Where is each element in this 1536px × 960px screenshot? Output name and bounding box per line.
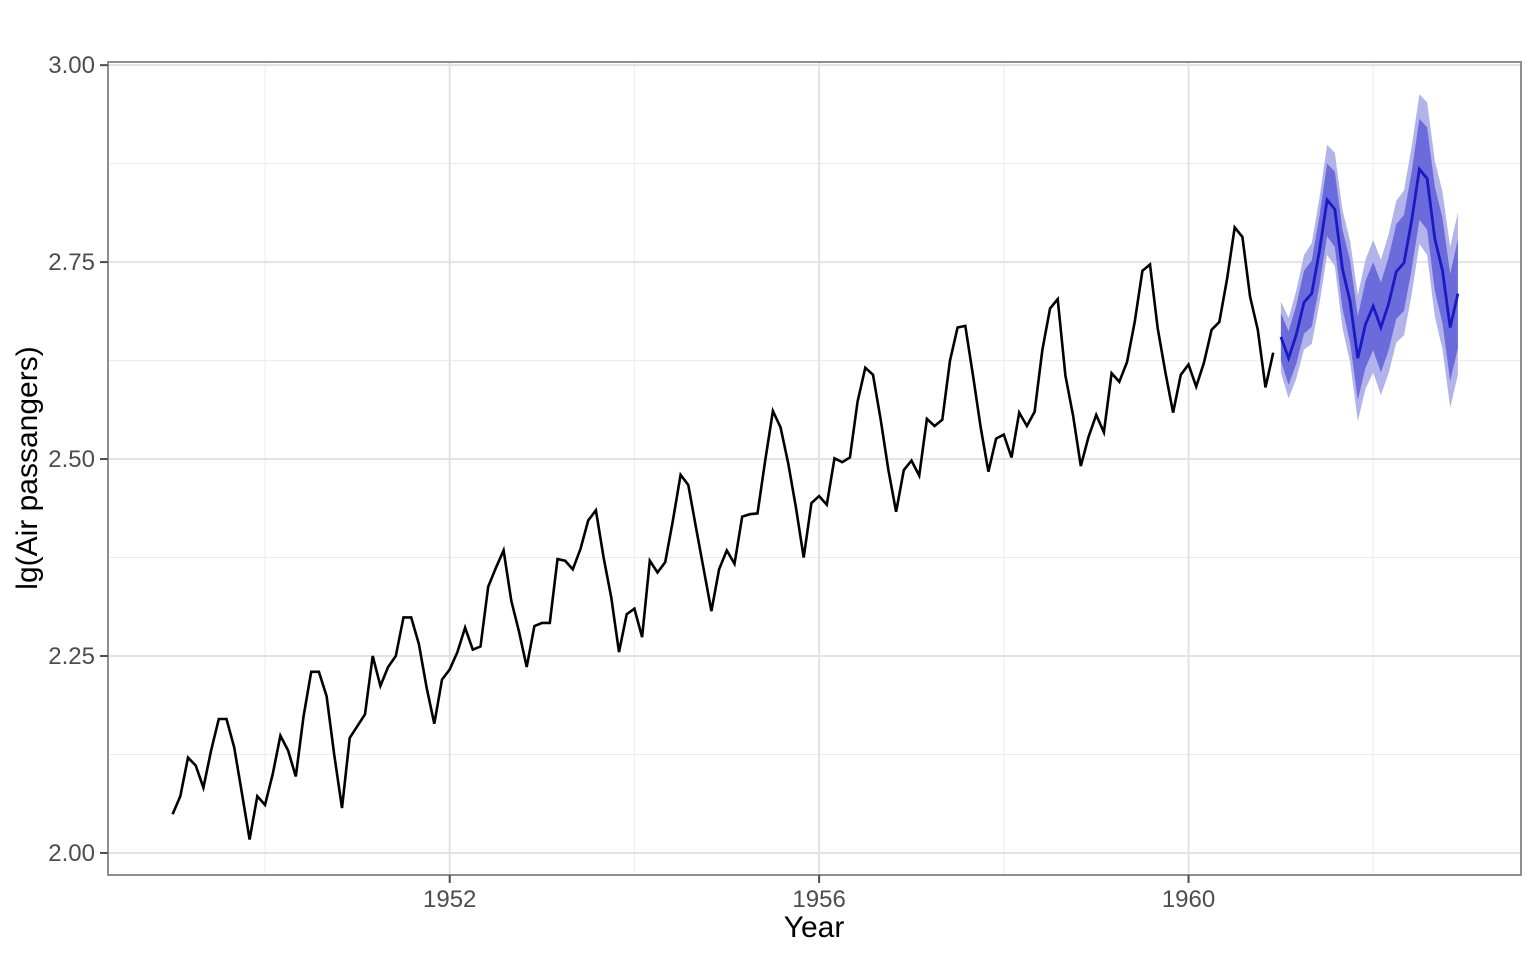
- y-tick-label: 3.00: [48, 52, 95, 79]
- x-tick-label: 1960: [1162, 886, 1215, 913]
- y-tick-label: 2.25: [48, 643, 95, 670]
- inner-interval-ribbon: [1280, 118, 1458, 400]
- y-axis-title: lg(Air passangers): [11, 346, 44, 590]
- y-tick-label: 2.00: [48, 840, 95, 867]
- panel-background: [108, 62, 1521, 875]
- panel-border: [107, 61, 1522, 876]
- observed-line: [171, 224, 1275, 840]
- x-tick-label: 1952: [423, 886, 476, 913]
- y-tick-label: 2.75: [48, 249, 95, 276]
- forecast-line: [1279, 165, 1460, 363]
- y-tick-label: 2.50: [48, 446, 95, 473]
- x-tick-label: 1956: [792, 886, 845, 913]
- x-axis-title: Year: [783, 911, 845, 944]
